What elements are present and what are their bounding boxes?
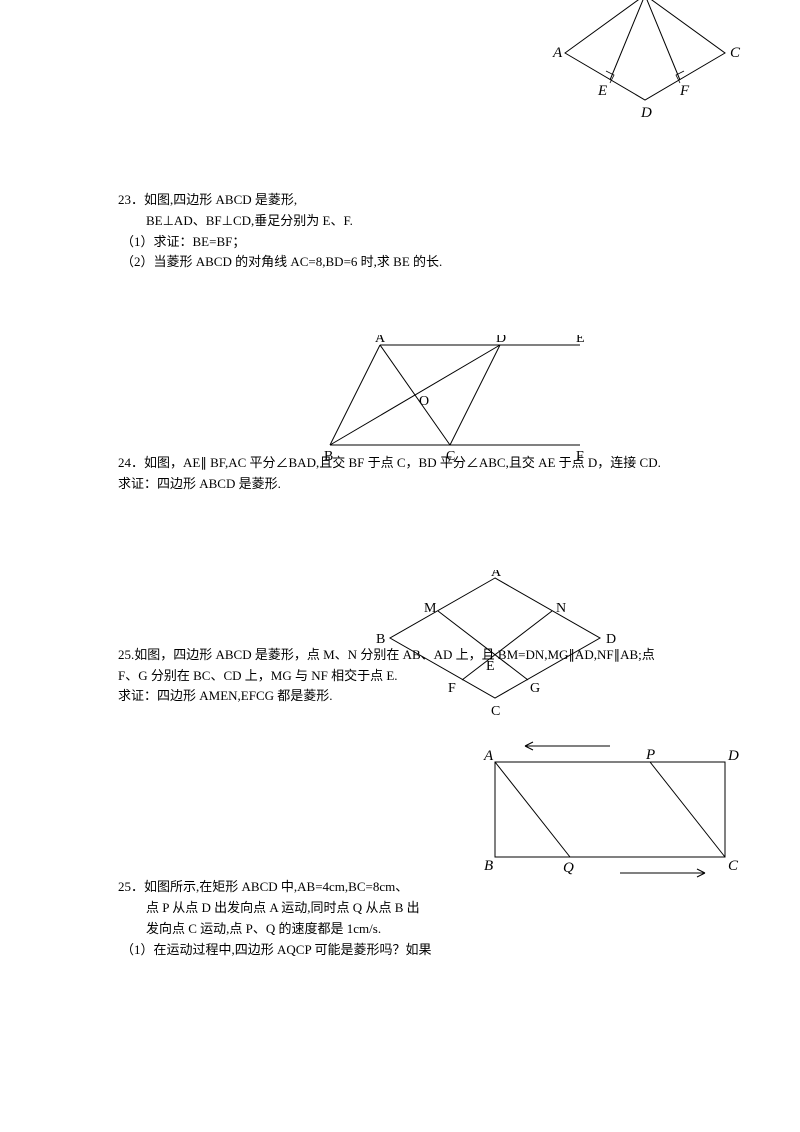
label-E: E	[486, 659, 495, 674]
label-B: B	[324, 449, 333, 464]
parallel-lines-icon: A D E B C F O	[320, 335, 600, 475]
rhombus-bef-icon: A B C D E F	[550, 0, 750, 125]
label-E: E	[576, 335, 585, 346]
p23-text: 23．如图,四边形 ABCD 是菱形, BE⊥AD、BF⊥CD,垂足分别为 E、…	[0, 190, 800, 273]
p25b-part1: （1）在运动过程中,四边形 AQCP 可能是菱形吗？如果	[118, 940, 780, 961]
label-C: C	[728, 858, 739, 874]
p25b-figure: A P D B Q C	[470, 732, 760, 892]
label-A: A	[375, 335, 386, 346]
p25a-num: 25	[118, 647, 131, 662]
p23-num: 23	[118, 192, 131, 207]
p24-num: 24	[118, 455, 131, 470]
label-E: E	[597, 83, 607, 99]
label-D: D	[496, 335, 506, 346]
label-P: P	[645, 747, 655, 763]
label-B: B	[484, 858, 493, 874]
label-F: F	[448, 681, 456, 696]
label-C: C	[730, 45, 741, 61]
label-F: F	[576, 449, 584, 464]
label-D: D	[640, 105, 652, 121]
label-D: D	[727, 748, 739, 764]
rhombus-mn-icon: A B C D M N E F G	[370, 570, 630, 720]
label-C: C	[491, 704, 500, 719]
p25a-figure: A B C D M N E F G	[370, 570, 630, 720]
label-F: F	[679, 83, 690, 99]
problem-25a: 25.如图，四边形 ABCD 是菱形，点 M、N 分别在 AB、AD 上，且 B…	[0, 515, 800, 707]
label-G: G	[530, 681, 540, 696]
label-A: A	[483, 748, 494, 764]
problem-23: 23．如图,四边形 ABCD 是菱形, BE⊥AD、BF⊥CD,垂足分别为 E、…	[0, 0, 800, 273]
label-D: D	[606, 632, 616, 647]
p25b-num: 25	[118, 879, 131, 894]
p25b-line3: 发向点 C 运动,点 P、Q 的速度都是 1cm/s.	[118, 919, 780, 940]
label-M: M	[424, 601, 437, 616]
p25b-line2: 点 P 从点 D 出发向点 A 运动,同时点 Q 从点 B 出	[118, 898, 780, 919]
p25b-l1: 如图所示,在矩形 ABCD 中,AB=4cm,BC=8cm、	[144, 879, 408, 894]
p23-line2: BE⊥AD、BF⊥CD,垂足分别为 E、F.	[118, 211, 780, 232]
label-Q: Q	[563, 860, 574, 876]
p23-figure: A B C D E F	[550, 0, 750, 125]
label-C: C	[446, 449, 455, 464]
rect-pq-icon: A P D B Q C	[470, 732, 760, 892]
p24-figure: A D E B C F O	[320, 335, 600, 475]
p24-line2: 求证：四边形 ABCD 是菱形.	[118, 474, 780, 495]
label-A: A	[552, 45, 563, 61]
p23-l1: 如图,四边形 ABCD 是菱形,	[144, 192, 297, 207]
label-O: O	[419, 394, 429, 409]
label-A: A	[491, 570, 502, 580]
p23-part1: （1）求证：BE=BF；	[118, 232, 780, 253]
p23-part2: （2）当菱形 ABCD 的对角线 AC=8,BD=6 时,求 BE 的长.	[118, 252, 780, 273]
problem-25b: 25．如图所示,在矩形 ABCD 中,AB=4cm,BC=8cm、 点 P 从点…	[0, 727, 800, 960]
p23-line1: 23．如图,四边形 ABCD 是菱形,	[118, 190, 780, 211]
label-B: B	[376, 632, 385, 647]
label-N: N	[556, 601, 566, 616]
problem-24: 24．如图，AE∥ BF,AC 平分∠BAD,且交 BF 于点 C，BD 平分∠…	[0, 293, 800, 495]
